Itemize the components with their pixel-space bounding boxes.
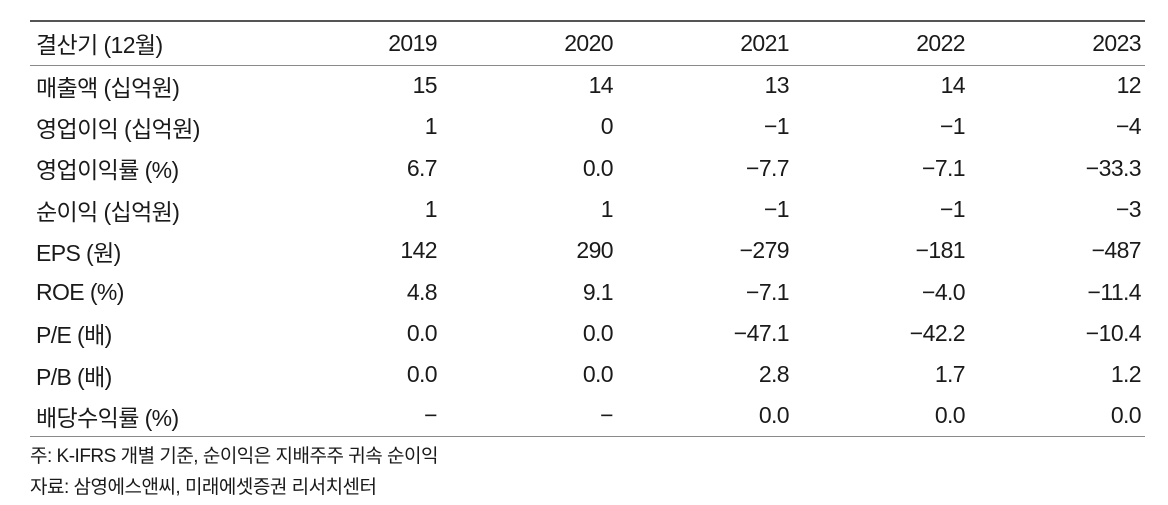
table-cell: −3: [1115, 196, 1142, 223]
table-cell: −4.0: [921, 278, 966, 305]
table-cell: −7.7: [745, 154, 790, 181]
row-label: P/E (배): [36, 322, 112, 349]
table-cell: 14: [588, 72, 614, 99]
table-cell: 13: [764, 72, 790, 99]
header-year-2022: 2022: [793, 20, 969, 66]
table-cell: −487: [1091, 237, 1142, 264]
table-row-roe: ROE (%) 4.8 9.1 −7.1 −4.0 −11.4: [30, 271, 1145, 312]
table-cell: −4: [1115, 113, 1142, 140]
table-cell: −: [441, 395, 617, 438]
table-row-operating-profit: 영업이익 (십억원) 1 0 −1 −1 −4: [30, 106, 1145, 147]
table-cell: 14: [940, 72, 966, 99]
table-cell: −1: [939, 196, 966, 223]
table-cell: 1: [600, 196, 614, 223]
table-cell: −1: [763, 113, 790, 140]
source-note: 자료: 삼영에스앤씨, 미래에셋증권 리서치센터: [30, 477, 377, 499]
table-cell: −1: [763, 196, 790, 223]
table-cell: −: [265, 395, 441, 438]
table-row-pb: P/B (배) 0.0 0.0 2.8 1.7 1.2: [30, 354, 1145, 395]
row-label: 배당수익률 (%): [30, 395, 265, 438]
table-cell: 0.0: [793, 395, 969, 438]
table-notes: 주: K-IFRS 개별 기준, 순이익은 지배주주 귀속 순이익 자료: 삼영…: [30, 441, 1145, 503]
table-cell: −11.4: [1087, 278, 1142, 305]
table-cell: 1: [424, 113, 438, 140]
table-row-net-income: 순이익 (십억원) 1 1 −1 −1 −3: [30, 189, 1145, 230]
table-row-dividend-yield: 배당수익률 (%) − − 0.0 0.0 0.0: [30, 395, 1145, 438]
row-label: EPS (원): [36, 239, 121, 266]
row-label: P/B (배): [36, 363, 112, 390]
table-row-operating-margin: 영업이익률 (%) 6.7 0.0 −7.7 −7.1 −33.3: [30, 148, 1145, 189]
table-cell: 6.7: [406, 154, 438, 181]
table-cell: 9.1: [582, 278, 614, 305]
header-year-2019: 2019: [265, 20, 441, 66]
table-cell: −279: [739, 237, 790, 264]
table-cell: 0.0: [582, 319, 614, 346]
footnote: 주: K-IFRS 개별 기준, 순이익은 지배주주 귀속 순이익: [30, 446, 438, 468]
table-cell: 142: [400, 237, 437, 264]
table-cell: 15: [412, 72, 438, 99]
table-cell: 0.0: [582, 154, 614, 181]
table-cell: −181: [915, 237, 966, 264]
table-cell: 12: [1116, 72, 1142, 99]
financial-summary-sheet: 결산기 (12월) 2019 2020 2021 2022 2023 매출액 (…: [30, 20, 1145, 503]
header-fiscal-period: 결산기 (12월): [30, 20, 265, 66]
table-cell: −7.1: [921, 154, 966, 181]
table-row-eps: EPS (원) 142 290 −279 −181 −487: [30, 230, 1145, 271]
table-cell: 0.0: [582, 361, 614, 388]
header-year-2020: 2020: [441, 20, 617, 66]
table-cell: −42.2: [909, 319, 966, 346]
row-label: 매출액 (십억원): [36, 74, 180, 101]
table-cell: 1.2: [1110, 361, 1142, 388]
table-row-pe: P/E (배) 0.0 0.0 −47.1 −42.2 −10.4: [30, 313, 1145, 354]
header-year-2023: 2023: [969, 20, 1145, 66]
table-cell: 2.8: [758, 361, 790, 388]
table-cell: 290: [576, 237, 613, 264]
table-cell: −7.1: [745, 278, 790, 305]
table-cell: 0.0: [406, 361, 438, 388]
row-label: 순이익 (십억원): [36, 198, 180, 225]
table-cell: 0.0: [969, 395, 1145, 438]
table-cell: −47.1: [733, 319, 790, 346]
table-cell: −33.3: [1085, 154, 1142, 181]
header-year-2021: 2021: [617, 20, 793, 66]
table-cell: 1.7: [934, 361, 966, 388]
financial-summary-table: 결산기 (12월) 2019 2020 2021 2022 2023 매출액 (…: [30, 20, 1145, 438]
table-row-revenue: 매출액 (십억원) 15 14 13 14 12: [30, 65, 1145, 106]
table-cell: 0.0: [617, 395, 793, 438]
table-cell: 0.0: [406, 319, 438, 346]
table-cell: 4.8: [406, 278, 438, 305]
table-cell: −10.4: [1085, 319, 1142, 346]
row-label: 영업이익 (십억원): [36, 115, 200, 142]
table-header-row: 결산기 (12월) 2019 2020 2021 2022 2023: [30, 20, 1145, 66]
table-cell: 1: [424, 196, 438, 223]
row-label: ROE (%): [36, 278, 124, 305]
row-label: 영업이익률 (%): [36, 157, 179, 184]
table-cell: 0: [600, 113, 614, 140]
table-cell: −1: [939, 113, 966, 140]
